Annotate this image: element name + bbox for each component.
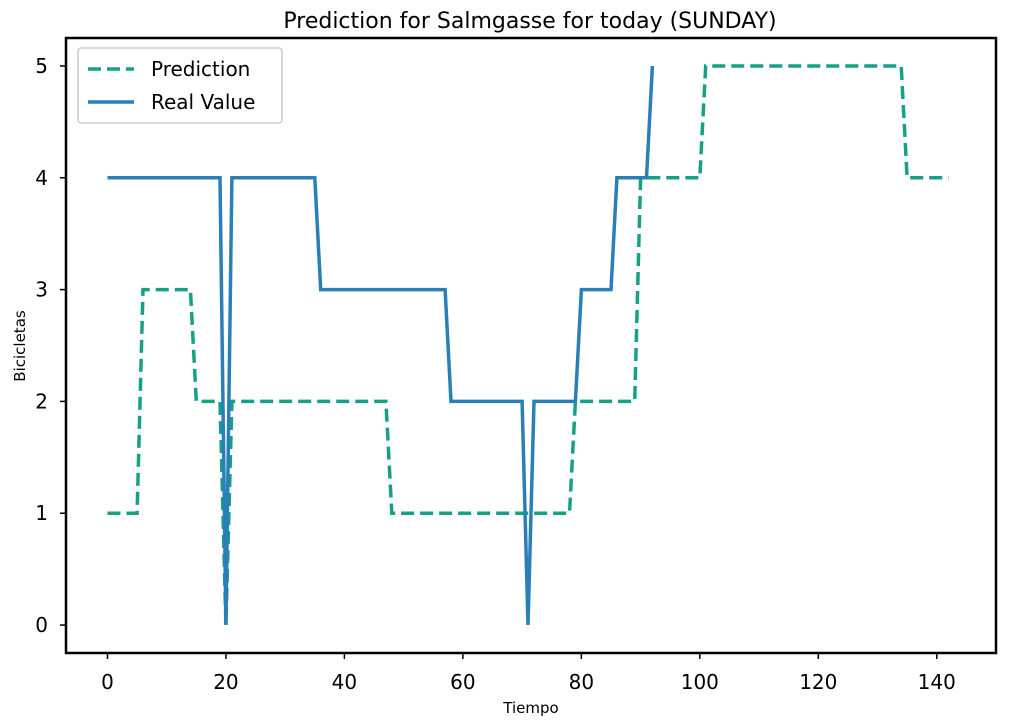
y-tick-label: 4 bbox=[35, 166, 48, 190]
x-tick-label: 100 bbox=[681, 670, 719, 694]
series-layer bbox=[107, 64, 949, 626]
x-tick-label: 20 bbox=[213, 670, 238, 694]
x-tick-label: 120 bbox=[799, 670, 837, 694]
y-tick-label: 5 bbox=[35, 54, 48, 78]
chart-title: Prediction for Salmgasse for today (SUND… bbox=[283, 9, 776, 34]
x-tick-label: 40 bbox=[332, 670, 357, 694]
plot-frame bbox=[64, 36, 998, 655]
series-line-prediction bbox=[107, 64, 949, 626]
x-axis-label: Tiempo bbox=[502, 699, 558, 717]
y-axis-label: Bicicletas bbox=[11, 310, 29, 382]
x-tick-label: 140 bbox=[918, 670, 956, 694]
y-axis: 0 1 2 3 4 5 bbox=[35, 54, 66, 637]
legend-box bbox=[77, 47, 283, 124]
y-tick-label: 0 bbox=[35, 613, 48, 637]
y-tick-label: 2 bbox=[35, 389, 48, 413]
x-tick-label: 80 bbox=[569, 670, 594, 694]
series-line-real-value bbox=[107, 65, 655, 626]
x-axis: 0 20 40 60 80 100 120 140 bbox=[101, 653, 956, 694]
y-tick-label: 1 bbox=[35, 501, 48, 525]
x-tick-label: 0 bbox=[101, 670, 114, 694]
legend-real-value-label: Real Value bbox=[151, 90, 255, 114]
x-tick-label: 60 bbox=[450, 670, 475, 694]
y-tick-label: 3 bbox=[35, 278, 48, 302]
legend: Prediction Real Value bbox=[77, 47, 283, 124]
legend-prediction-label: Prediction bbox=[151, 57, 250, 81]
